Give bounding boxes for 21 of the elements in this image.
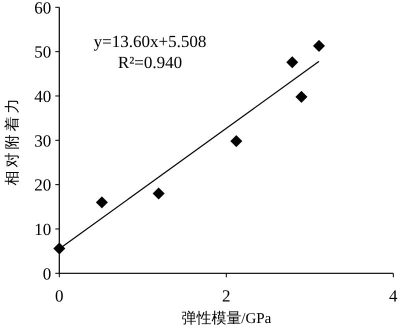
point — [230, 135, 242, 148]
y-tick-label: 50 — [34, 42, 52, 62]
x-tick-label: 4 — [389, 286, 398, 306]
y-tick-label: 10 — [34, 220, 52, 239]
annotation: R²=0.940 — [118, 53, 182, 72]
y-axis-title: 相对附着力 — [4, 95, 21, 186]
point — [96, 196, 108, 208]
y-tick-label: 20 — [34, 176, 52, 195]
point — [286, 56, 298, 68]
y-tick-label: 40 — [34, 86, 52, 106]
y-tick-label: 30 — [34, 131, 52, 150]
x-tick-label: 0 — [55, 286, 64, 306]
point — [312, 40, 325, 52]
y-tick-label: 60 — [34, 0, 52, 18]
annotation: y=13.60x+5.508 — [94, 32, 206, 51]
x-tick-label: 2 — [222, 286, 231, 306]
point — [152, 188, 165, 200]
point — [295, 90, 308, 103]
x-axis-title: 弹性模量/GPa — [181, 310, 272, 327]
y-tick-label: 0 — [42, 264, 52, 284]
point — [53, 242, 66, 254]
